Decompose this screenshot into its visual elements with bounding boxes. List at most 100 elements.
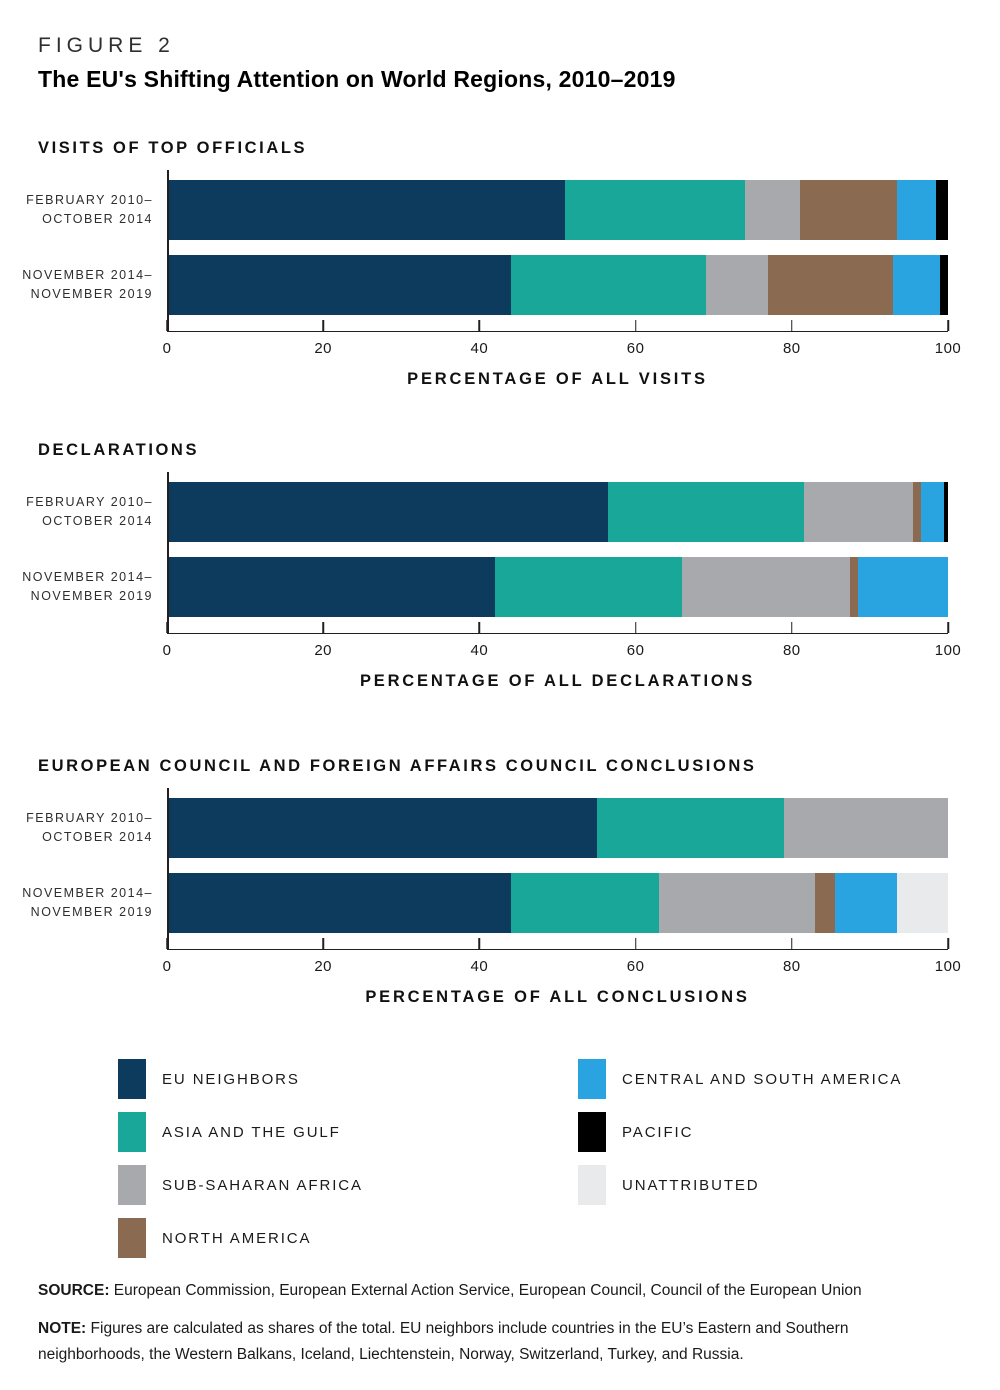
segment-pacific (936, 180, 948, 240)
chart-visits: VISITS OF TOP OFFICIALS FEBRUARY 2010– O… (0, 139, 1000, 389)
bar-row: FEBRUARY 2010– OCTOBER 2014 (0, 798, 1000, 858)
segment-north-america (799, 180, 898, 240)
axis-tick-label: 40 (470, 340, 489, 357)
legend-label: EU NEIGHBORS (162, 1070, 300, 1088)
axis-tick (791, 938, 793, 949)
axis-tick (634, 320, 637, 331)
segment-north-america (912, 482, 921, 542)
axis-tick (322, 622, 324, 633)
chart-heading: DECLARATIONS (38, 441, 200, 459)
legend-label: UNATTRIBUTED (622, 1176, 760, 1194)
axis-tick (634, 938, 637, 949)
axis-tick (166, 938, 168, 949)
axis-tick-label: 0 (162, 642, 172, 659)
bar-row: NOVEMBER 2014– NOVEMBER 2019 (0, 255, 1000, 315)
legend-label: NORTH AMERICA (162, 1229, 312, 1247)
legend-swatch (118, 1218, 146, 1258)
axis-tick-label: 100 (934, 642, 962, 659)
axis-tick-label: 100 (934, 958, 962, 975)
chart-heading: EUROPEAN COUNCIL AND FOREIGN AFFAIRS COU… (38, 757, 757, 775)
axis-tick-label: 80 (782, 340, 801, 357)
bar-row: NOVEMBER 2014– NOVEMBER 2019 (0, 557, 1000, 617)
plot-area: FEBRUARY 2010– OCTOBER 2014 NOVEMBER 2014… (0, 788, 1000, 950)
axis-tick (947, 622, 949, 633)
legend-label: CENTRAL AND SOUTH AMERICA (622, 1070, 903, 1088)
segment-eu-neighbors (167, 873, 511, 933)
y-axis-line (167, 170, 169, 332)
axis-tick (166, 320, 168, 331)
chart-heading: VISITS OF TOP OFFICIALS (38, 139, 308, 157)
segment-north-america (850, 557, 859, 617)
axis-tick (791, 622, 793, 633)
segment-asia-and-the-gulf (608, 482, 804, 542)
stacked-bar (167, 873, 948, 933)
axis-tick (322, 938, 324, 949)
x-axis (166, 933, 949, 950)
category-label: FEBRUARY 2010– OCTOBER 2014 (26, 810, 153, 844)
axis-tick (947, 938, 949, 949)
legend-item-sub-saharan-africa: SUB-SAHARAN AFRICA (118, 1165, 578, 1205)
source-label: SOURCE: (38, 1282, 110, 1299)
segment-central-and-south-america (893, 255, 941, 315)
legend-swatch (578, 1059, 606, 1099)
x-axis (166, 315, 949, 332)
segment-asia-and-the-gulf (565, 180, 745, 240)
segment-pacific (940, 255, 948, 315)
segment-eu-neighbors (167, 180, 566, 240)
axis-tick (166, 622, 168, 633)
segment-asia-and-the-gulf (510, 873, 659, 933)
stacked-bar (167, 482, 948, 542)
bar-row: NOVEMBER 2014– NOVEMBER 2019 (0, 873, 1000, 933)
x-axis (166, 617, 949, 634)
category-label: FEBRUARY 2010– OCTOBER 2014 (26, 192, 153, 226)
axis-tick (478, 938, 481, 949)
segment-eu-neighbors (167, 798, 597, 858)
category-label: NOVEMBER 2014– NOVEMBER 2019 (22, 267, 153, 301)
segment-central-and-south-america (858, 557, 948, 617)
legend-item-north-america: NORTH AMERICA (118, 1218, 578, 1258)
segment-north-america (815, 873, 835, 933)
bar-row: FEBRUARY 2010– OCTOBER 2014 (0, 180, 1000, 240)
segment-eu-neighbors (167, 557, 496, 617)
legend-label: PACIFIC (622, 1123, 694, 1141)
axis-tick-label: 80 (782, 958, 801, 975)
legend-column-left: EU NEIGHBORS ASIA AND THE GULF SUB-SAHARAN… (118, 1059, 578, 1258)
axis-tick-label: 40 (470, 958, 489, 975)
legend-swatch (118, 1112, 146, 1152)
segment-eu-neighbors (167, 255, 511, 315)
segment-eu-neighbors (167, 482, 609, 542)
chart-declarations: DECLARATIONS FEBRUARY 2010– OCTOBER 2014… (0, 441, 1000, 691)
legend-item-pacific: PACIFIC (578, 1112, 902, 1152)
segment-asia-and-the-gulf (510, 255, 706, 315)
axis-tick-label: 40 (470, 642, 489, 659)
source-text: European Commission, European External A… (113, 1282, 862, 1299)
bar-rows: FEBRUARY 2010– OCTOBER 2014 NOVEMBER 2014… (0, 180, 1000, 315)
plot-area: FEBRUARY 2010– OCTOBER 2014 NOVEMBER 2014… (0, 170, 1000, 332)
note-line: NOTE: Figures are calculated as shares o… (38, 1316, 956, 1369)
legend-swatch (118, 1059, 146, 1099)
legend-item-unattributed: UNATTRIBUTED (578, 1165, 902, 1205)
figure-title: The EU's Shifting Attention on World Reg… (38, 66, 676, 92)
legend-column-right: CENTRAL AND SOUTH AMERICA PACIFIC UNATTRIB… (578, 1059, 902, 1258)
segment-sub-saharan-africa (705, 255, 769, 315)
x-axis-tick-labels: 0 20 40 60 80 100 (163, 950, 961, 976)
segment-central-and-south-america (834, 873, 898, 933)
segment-asia-and-the-gulf (596, 798, 784, 858)
axis-tick-label: 20 (314, 340, 333, 357)
axis-tick-label: 80 (782, 642, 801, 659)
segment-sub-saharan-africa (682, 557, 851, 617)
legend: EU NEIGHBORS ASIA AND THE GULF SUB-SAHARAN… (118, 1059, 1000, 1258)
segment-pacific (944, 482, 948, 542)
segment-central-and-south-america (920, 482, 945, 542)
stacked-bar (167, 798, 948, 858)
category-label: FEBRUARY 2010– OCTOBER 2014 (26, 494, 153, 528)
axis-tick (634, 622, 637, 633)
axis-tick-label: 100 (934, 340, 962, 357)
legend-label: SUB-SAHARAN AFRICA (162, 1176, 363, 1194)
stacked-bar (167, 255, 948, 315)
legend-item-eu-neighbors: EU NEIGHBORS (118, 1059, 578, 1099)
axis-tick-label: 60 (626, 958, 645, 975)
legend-swatch (578, 1112, 606, 1152)
axis-tick (478, 622, 481, 633)
category-label: NOVEMBER 2014– NOVEMBER 2019 (22, 885, 153, 919)
